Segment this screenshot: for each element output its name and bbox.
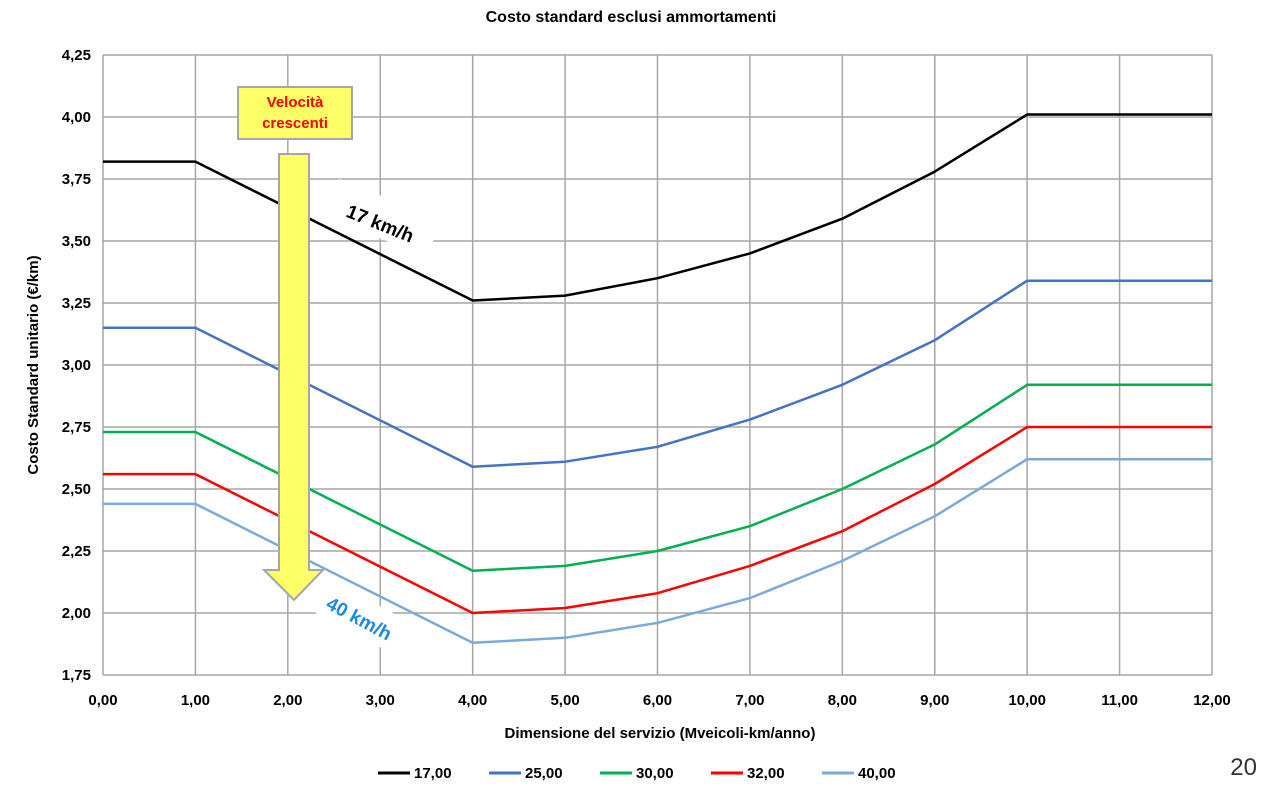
series-line-40-00: [103, 457, 1212, 645]
series-lines: [103, 113, 1212, 645]
x-tick-label: 0,00: [88, 692, 117, 709]
y-tick-label: 1,75: [62, 667, 91, 684]
legend-label: 25,00: [525, 765, 563, 782]
y-tick-label: 2,00: [62, 605, 91, 622]
annotation-box-line1: Velocità: [267, 94, 324, 111]
x-tick-label: 10,00: [1008, 692, 1046, 709]
y-tick-label: 3,00: [62, 357, 91, 374]
legend-label: 40,00: [858, 765, 896, 782]
axes-labels: 1,75 2,00 2,25 2,50 2,75 3,00 3,25 3,50 3,75 4,00…: [62, 47, 1231, 709]
y-tick-label: 3,50: [62, 233, 91, 250]
series-line-32-00: [103, 425, 1212, 615]
x-tick-label: 3,00: [366, 692, 395, 709]
x-tick-label: 7,00: [735, 692, 764, 709]
x-tick-label: 12,00: [1193, 692, 1231, 709]
y-tick-label: 3,25: [62, 295, 91, 312]
x-tick-label: 9,00: [920, 692, 949, 709]
down-arrow-icon: [261, 153, 326, 602]
chart-title: Costo standard esclusi ammortamenti: [486, 9, 777, 26]
x-tick-label: 1,00: [181, 692, 210, 709]
x-tick-label: 5,00: [550, 692, 579, 709]
y-tick-label: 4,25: [62, 47, 91, 64]
label-17-background: [324, 178, 442, 258]
annotation-box: [237, 86, 353, 140]
x-tick-label: 6,00: [643, 692, 672, 709]
annotations: Velocità crescenti 17 km/h 40 km/h: [237, 86, 442, 655]
page-number: 20: [1230, 754, 1257, 781]
x-axis-label: Dimensione del servizio (Mveicoli-km/ann…: [505, 725, 816, 742]
series-line-25-00: [103, 279, 1212, 468]
y-tick-label: 3,75: [62, 171, 91, 188]
series-line-17-00: [103, 113, 1212, 302]
y-tick-label: 2,50: [62, 481, 91, 498]
y-tick-label: 2,25: [62, 543, 91, 560]
x-tick-label: 2,00: [273, 692, 302, 709]
series-line-30-00: [103, 383, 1212, 573]
legend-label: 17,00: [414, 765, 452, 782]
annotation-box-line2: crescenti: [262, 115, 328, 132]
y-tick-label: 4,00: [62, 109, 91, 126]
y-tick-label: 2,75: [62, 419, 91, 436]
x-tick-label: 4,00: [458, 692, 487, 709]
label-40-background: [309, 577, 411, 655]
legend-label: 32,00: [747, 765, 785, 782]
y-axis-label: Costo Standard unitario (€/km): [25, 255, 42, 474]
x-tick-label: 8,00: [828, 692, 857, 709]
legend: 17,00 25,00 30,00 32,00 40,00: [378, 765, 896, 782]
legend-label: 30,00: [636, 765, 674, 782]
x-tick-label: 11,00: [1101, 692, 1138, 709]
